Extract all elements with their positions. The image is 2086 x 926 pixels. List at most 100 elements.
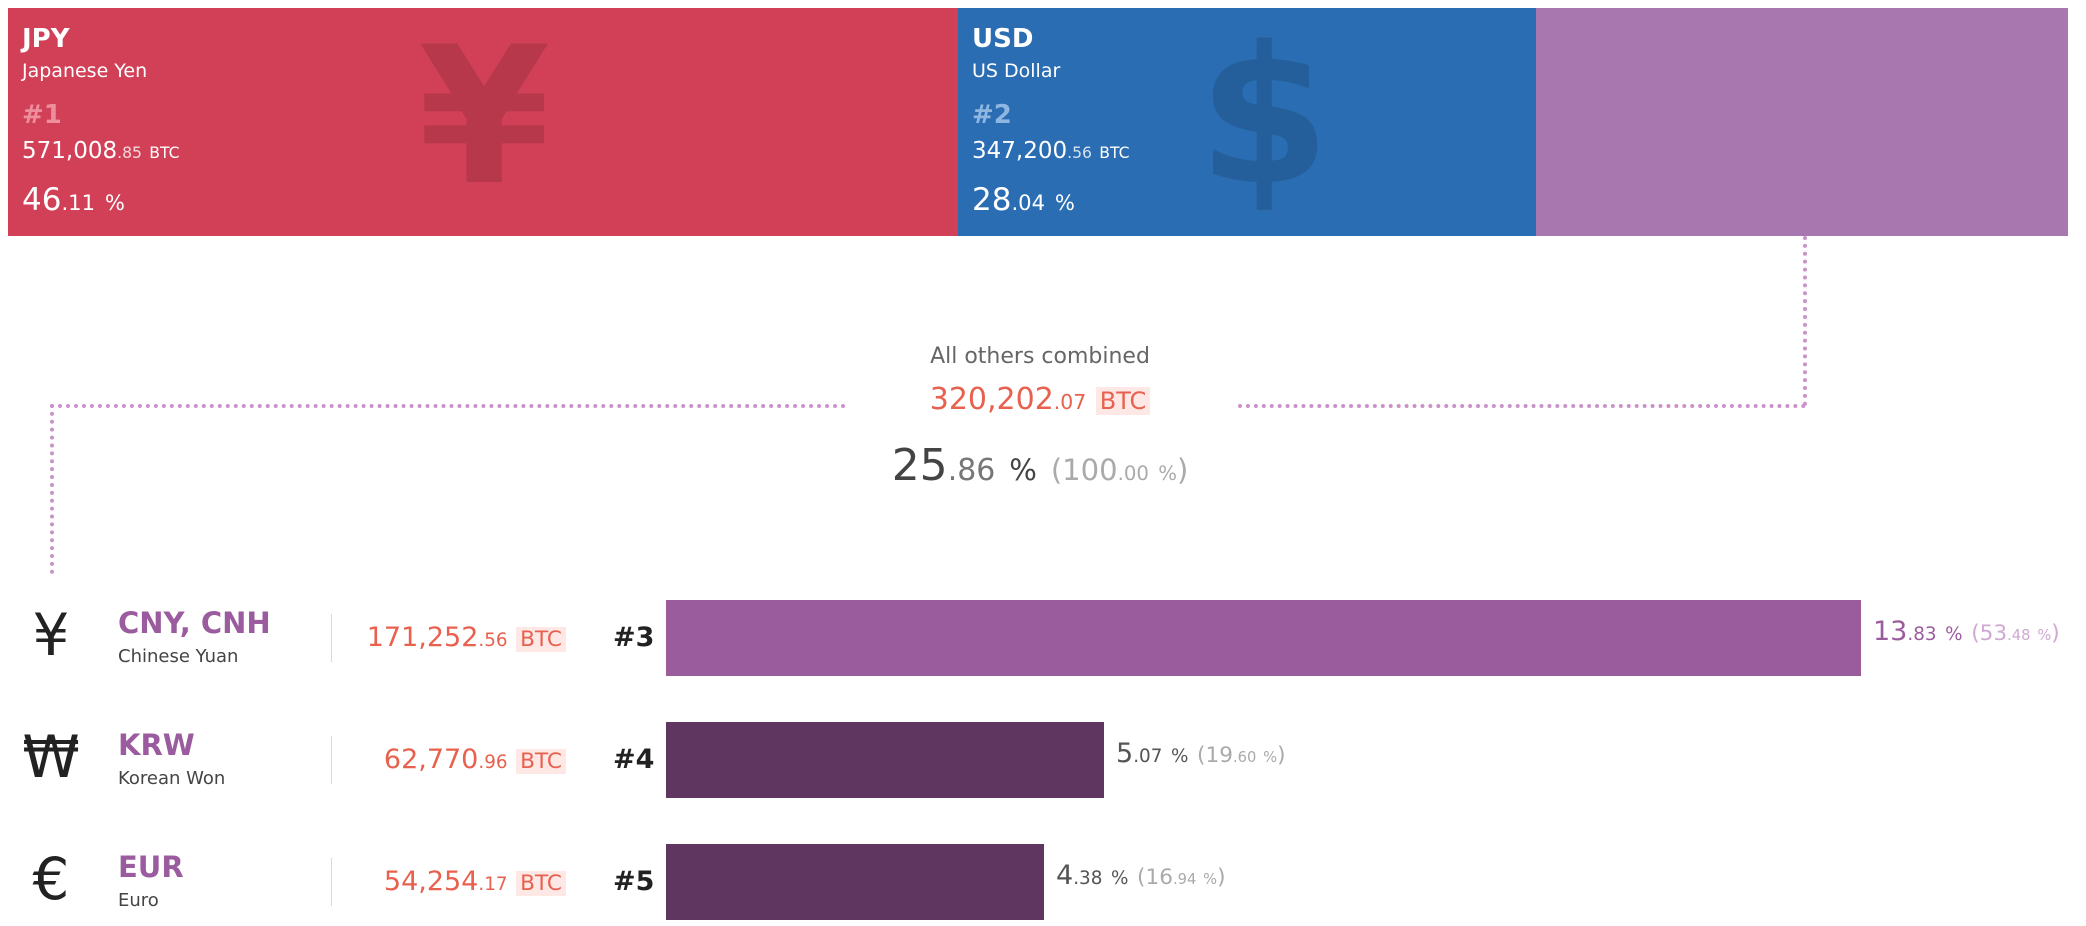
share-int: 19 — [1205, 743, 1233, 768]
currency-btc-amount: 571,008.85 BTC — [22, 138, 180, 164]
share-of-others: (53.48 %) — [1971, 621, 2060, 646]
currency-tile-jpy: ¥ JPY Japanese Yen #1 571,008.85 BTC 46.11 % — [8, 8, 958, 236]
others-btc-int: 320,202 — [929, 382, 1054, 417]
row-cny-bar — [666, 600, 1861, 676]
others-pct-dec: .86 — [947, 453, 996, 488]
currency-percentage: 46.11 % — [22, 182, 125, 218]
others-share-open: ( — [1050, 453, 1063, 487]
currency-btc-amount: 347,200.56 BTC — [972, 138, 1130, 164]
pct-unit: % — [1170, 746, 1189, 767]
btc-dec: .56 — [1067, 143, 1092, 162]
others-pct-int: 25 — [891, 440, 948, 491]
others-share-dec: .00 — [1117, 462, 1149, 485]
currency-code: JPY — [22, 24, 70, 54]
btc-int: 62,770 — [383, 744, 479, 775]
others-share-unit: % — [1158, 462, 1177, 485]
currency-percentage: 28.04 % — [972, 182, 1075, 218]
others-share: (100.00 %) — [1051, 453, 1188, 487]
row-cny-rank: #3 — [613, 622, 655, 653]
others-label: All others combined — [930, 344, 1150, 369]
btc-dec: .85 — [117, 143, 142, 162]
currency-name: Japanese Yen — [22, 60, 148, 82]
pct-int: 46 — [22, 182, 62, 218]
btc-int: 171,252 — [366, 622, 479, 653]
row-krw-btc-amount: 62,770.96 BTC — [384, 744, 566, 775]
pct-unit: % — [104, 190, 125, 215]
row-cny-symbol-icon: ¥ — [32, 601, 70, 669]
pct-unit: % — [1945, 624, 1963, 645]
connector-left-vertical — [50, 404, 54, 574]
share-open: ( — [1971, 621, 1980, 646]
row-krw-percentage: 5.07 % (19.60 %) — [1116, 738, 1286, 769]
btc-dec: .96 — [478, 752, 508, 773]
pct-int: 13 — [1873, 616, 1908, 647]
share-dec: .48 — [2007, 627, 2031, 644]
btc-unit: BTC — [516, 871, 566, 896]
row-eur-btc-amount: 54,254.17 BTC — [384, 866, 566, 897]
currency-tile-usd: $ USD US Dollar #2 347,200.56 BTC 28.04 % — [958, 8, 1536, 236]
btc-int: 54,254 — [383, 866, 479, 897]
row-eur-divider — [331, 858, 332, 906]
row-cny-btc-amount: 171,252.56 BTC — [367, 622, 566, 653]
row-eur-code: EUR — [118, 850, 184, 884]
pct-dec: .11 — [61, 190, 95, 215]
row-eur-percentage: 4.38 % (16.94 %) — [1056, 860, 1226, 891]
pct-int: 4 — [1056, 860, 1074, 891]
share-dec: .60 — [1232, 749, 1257, 766]
pct-unit: % — [1110, 868, 1129, 889]
row-krw-divider — [331, 736, 332, 784]
currency-rank: #2 — [972, 100, 1012, 130]
currency-symbol-watermark: ¥ — [418, 8, 551, 227]
pct-dec: .38 — [1073, 868, 1103, 889]
share-unit: % — [2037, 627, 2052, 644]
pct-dec: .83 — [1907, 624, 1937, 645]
row-cny-name: Chinese Yuan — [118, 646, 239, 667]
btc-dec: .56 — [478, 630, 508, 651]
row-krw-symbol-icon: ₩ — [22, 723, 80, 791]
share-close: ) — [1277, 743, 1286, 768]
connector-right-horizontal — [1238, 404, 1806, 408]
btc-int: 571,008 — [22, 138, 118, 164]
row-krw-rank: #4 — [613, 744, 655, 775]
pct-int: 5 — [1116, 738, 1134, 769]
btc-int: 347,200 — [972, 138, 1068, 164]
btc-unit: BTC — [516, 749, 566, 774]
share-of-others: (19.60 %) — [1197, 743, 1286, 768]
share-open: ( — [1197, 743, 1206, 768]
share-close: ) — [1217, 865, 1226, 890]
row-krw-name: Korean Won — [118, 768, 226, 789]
connector-right-vertical — [1803, 236, 1807, 406]
others-percentage: 25.86 % (100.00 %) — [760, 440, 1320, 491]
btc-unit: BTC — [516, 627, 566, 652]
others-pct-unit: % — [1009, 453, 1037, 487]
btc-dec: .17 — [478, 874, 508, 895]
pct-int: 28 — [972, 182, 1012, 218]
others-amount: 320,202.07 BTC — [760, 382, 1320, 417]
share-of-others: (16.94 %) — [1137, 865, 1226, 890]
share-int: 16 — [1145, 865, 1173, 890]
currency-name: US Dollar — [972, 60, 1061, 82]
row-eur-rank: #5 — [613, 866, 655, 897]
row-eur-name: Euro — [118, 890, 159, 911]
btc-unit: BTC — [149, 143, 180, 162]
pct-dec: .07 — [1133, 746, 1163, 767]
share-unit: % — [1263, 749, 1278, 766]
row-krw-bar — [666, 722, 1104, 798]
row-cny-divider — [331, 614, 332, 662]
others-share-close: ) — [1176, 453, 1189, 487]
pct-unit: % — [1054, 190, 1075, 215]
row-cny-code: CNY, CNH — [118, 606, 271, 640]
pct-dec: .04 — [1011, 190, 1045, 215]
share-bar: ¥ JPY Japanese Yen #1 571,008.85 BTC 46.11 % $… — [8, 8, 2068, 236]
currency-code: USD — [972, 24, 1034, 54]
row-eur-symbol-icon: € — [32, 845, 70, 913]
row-eur-bar — [666, 844, 1044, 920]
currency-rank: #1 — [22, 100, 62, 130]
row-krw-code: KRW — [118, 728, 195, 762]
others-share-int: 100 — [1062, 453, 1118, 487]
share-unit: % — [1203, 871, 1218, 888]
currency-tile-others — [1536, 8, 2068, 236]
share-open: ( — [1137, 865, 1146, 890]
btc-unit: BTC — [1099, 143, 1130, 162]
row-cny-percentage: 13.83 % (53.48 %) — [1873, 616, 2060, 647]
